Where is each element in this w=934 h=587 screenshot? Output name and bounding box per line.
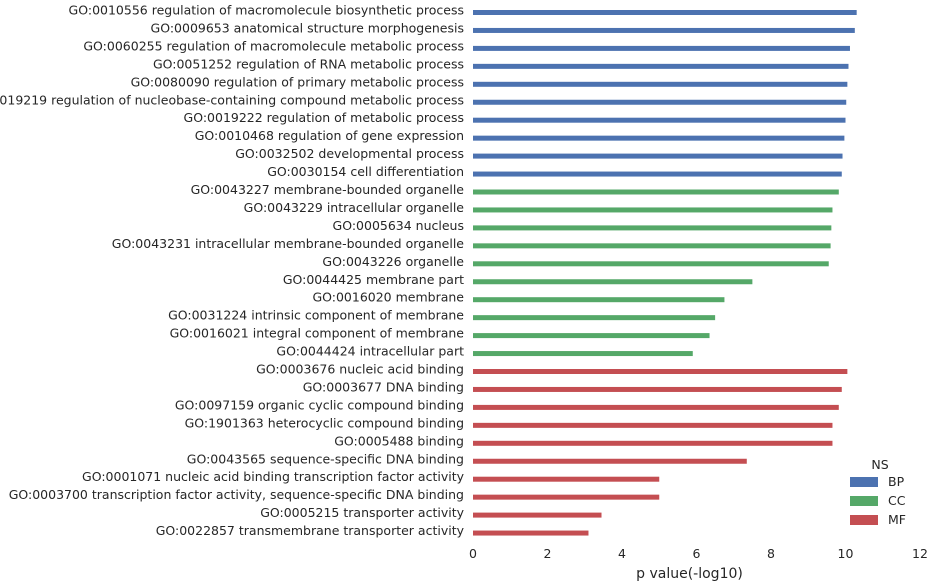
bar-bp — [473, 135, 845, 141]
category-label: GO:0003676 nucleic acid binding — [256, 362, 464, 377]
bar-bp — [473, 45, 850, 51]
bar-mf — [473, 369, 848, 374]
category-label: GO:0003677 DNA binding — [303, 379, 464, 394]
x-tick-label: 4 — [618, 546, 626, 561]
category-label: GO:0051252 regulation of RNA metabolic p… — [153, 56, 464, 71]
bar-bp — [473, 27, 855, 33]
category-label: GO:0097159 organic cyclic compound bindi… — [175, 397, 464, 412]
category-label: GO:0030154 cell differentiation — [267, 164, 464, 179]
category-label: GO:0043226 organelle — [322, 254, 464, 269]
x-tick-label: 6 — [693, 546, 701, 561]
bar-mf — [473, 512, 602, 518]
category-label: GO:0010556 regulation of macromolecule b… — [69, 3, 464, 18]
category-label: GO:0016021 integral component of membran… — [170, 326, 465, 341]
legend-label-cc: CC — [888, 493, 906, 508]
category-label: GO:0043229 intracellular organelle — [244, 200, 465, 215]
bar-mf — [473, 440, 833, 446]
bar-bp — [473, 63, 849, 69]
category-label: GO:0031224 intrinsic component of membra… — [168, 308, 464, 323]
category-label: GO:0019222 regulation of metabolic proce… — [184, 110, 464, 125]
bar-cc — [473, 333, 710, 339]
bar-mf — [473, 404, 839, 410]
category-label: GO:1901363 heterocyclic compound binding — [185, 415, 464, 430]
x-tick-label: 12 — [912, 546, 928, 561]
category-label: GO:0016020 membrane — [312, 290, 464, 305]
legend-title: NS — [871, 457, 888, 472]
bar-bp — [473, 10, 857, 15]
category-label: GO:0005634 nucleus — [333, 218, 464, 233]
x-tick-label: 8 — [767, 546, 775, 561]
legend-label-mf: MF — [888, 512, 906, 527]
bar-cc — [473, 315, 716, 321]
category-label: GO:0043565 sequence-specific DNA binding — [187, 451, 464, 466]
legend-swatch-cc — [850, 496, 878, 506]
bar-cc — [473, 207, 833, 213]
category-label: GO:0005488 binding — [334, 433, 464, 448]
bar-mf — [473, 476, 660, 482]
bar-bp — [473, 153, 843, 159]
x-axis-ticks: 0 2 4 6 8 10 12 — [469, 546, 928, 561]
bar-bp — [473, 81, 848, 87]
bar-cc — [473, 297, 725, 303]
category-labels: GO:0010556 regulation of macromolecule b… — [0, 3, 465, 539]
bar-cc — [473, 261, 829, 267]
bar-mf — [473, 458, 747, 464]
category-label: GO:0032502 developmental process — [235, 146, 464, 161]
legend-items: BP CC MF — [850, 474, 906, 527]
category-label: GO:0010468 regulation of gene expression — [195, 128, 464, 143]
bar-bp — [473, 171, 842, 177]
category-label: GO:0060255 regulation of macromolecule m… — [83, 38, 464, 53]
bar-bp — [473, 99, 847, 105]
legend-swatch-mf — [850, 515, 878, 525]
category-label: GO:0043227 membrane-bounded organelle — [191, 182, 465, 197]
bar-cc — [473, 189, 839, 195]
category-label: GO:0080090 regulation of primary metabol… — [131, 74, 464, 89]
bar-mf — [473, 494, 660, 500]
category-label: GO:0009653 anatomical structure morphoge… — [151, 20, 464, 35]
x-tick-label: 2 — [544, 546, 552, 561]
bar-cc — [473, 243, 831, 249]
category-label: GO:0022857 transmembrane transporter act… — [156, 523, 465, 538]
bar-mf — [473, 530, 589, 536]
x-tick-label: 10 — [838, 546, 854, 561]
bars-layer — [473, 10, 857, 536]
bar-mf — [473, 386, 842, 392]
legend: NS BP CC MF — [850, 457, 906, 527]
category-label: GO:0044424 intracellular part — [276, 344, 464, 359]
bar-cc — [473, 351, 693, 357]
legend-swatch-bp — [850, 477, 878, 487]
x-tick-label: 0 — [469, 546, 477, 561]
category-label: GO:0043231 intracellular membrane-bounde… — [112, 236, 465, 251]
category-label: GO:0003700 transcription factor activity… — [9, 487, 464, 502]
bar-mf — [473, 422, 833, 428]
legend-label-bp: BP — [888, 474, 905, 489]
category-label: GO:0044425 membrane part — [283, 272, 464, 287]
bar-bp — [473, 117, 846, 123]
category-label: GO:0001071 nucleic acid binding transcri… — [82, 469, 465, 484]
bar-cc — [473, 279, 753, 285]
bar-cc — [473, 225, 832, 231]
category-label: GO:0019219 regulation of nucleobase-cont… — [0, 92, 464, 107]
category-label: GO:0005215 transporter activity — [260, 505, 464, 520]
x-axis-title: p value(-log10) — [636, 566, 743, 582]
